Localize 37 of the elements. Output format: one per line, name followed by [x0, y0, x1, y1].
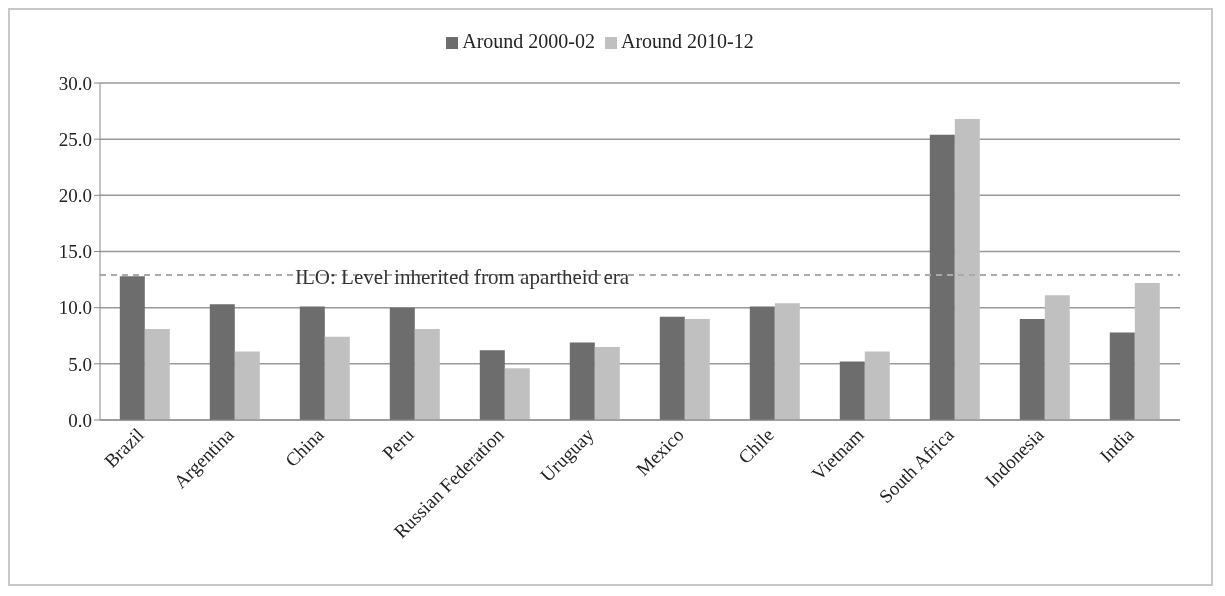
- bar: [119, 276, 145, 420]
- bar: [569, 342, 595, 420]
- bar: [479, 350, 505, 420]
- bar: [144, 329, 170, 420]
- bar: [504, 368, 530, 420]
- bar: [209, 304, 235, 420]
- x-tick-label: India: [1095, 423, 1139, 467]
- bar: [299, 306, 325, 420]
- bar: [1019, 318, 1045, 420]
- y-tick-label: 20.0: [58, 185, 92, 207]
- y-tick-label: 10.0: [58, 297, 92, 319]
- bar: [1109, 332, 1135, 420]
- legend-label: Around 2000-02: [462, 30, 595, 52]
- bar: [234, 351, 260, 420]
- ref-line-label: ILO: Level inherited from apartheid era: [295, 265, 630, 290]
- legend-label: Around 2010-12: [621, 30, 754, 52]
- y-tick-label: 5.0: [68, 353, 92, 375]
- y-tick-label: 25.0: [58, 128, 92, 150]
- bar: [954, 118, 980, 420]
- bar: [774, 303, 800, 420]
- bar: [414, 329, 440, 420]
- bar: [839, 361, 865, 420]
- y-tick-label: 30.0: [58, 72, 92, 94]
- bar: [659, 316, 685, 420]
- bar: [749, 306, 775, 420]
- x-tick-label: Peru: [378, 423, 419, 464]
- x-tick-label: Chile: [733, 423, 778, 468]
- bar: [594, 346, 620, 420]
- y-tick-label: 0.0: [68, 409, 92, 431]
- y-tick-label: 15.0: [58, 241, 92, 263]
- bar: [1134, 282, 1160, 420]
- bar: [324, 336, 350, 420]
- bar: [929, 134, 955, 420]
- bar: [389, 307, 415, 420]
- bar: [1044, 295, 1070, 420]
- bar: [864, 351, 890, 420]
- bar: [684, 318, 710, 420]
